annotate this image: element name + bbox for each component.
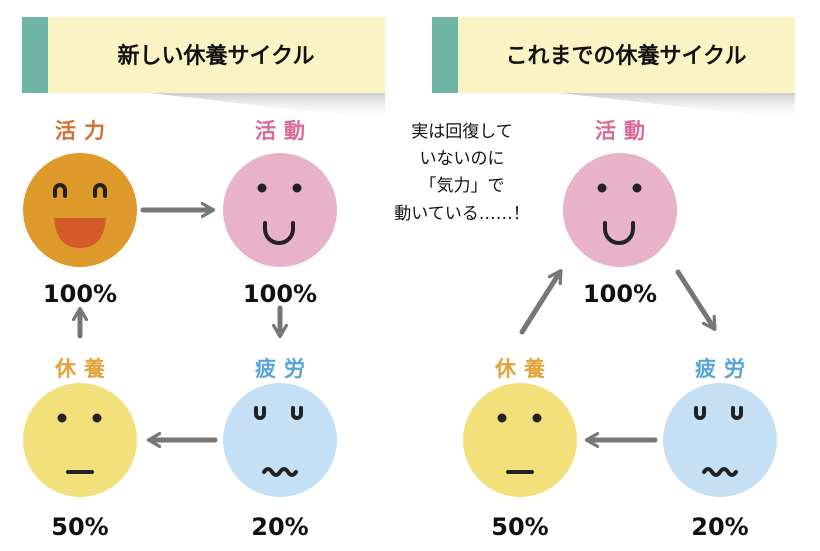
node-label: 活力 <box>55 119 113 143</box>
header-shadow <box>560 93 795 120</box>
right-header: これまでの休養サイクル <box>432 17 795 120</box>
node-percent: 100% <box>243 280 317 308</box>
neutral-face-icon <box>463 383 577 497</box>
note-line: 動いている……！ <box>394 204 530 224</box>
right-fatigue-node: 疲労 20% <box>663 357 777 541</box>
header-accent <box>432 17 458 93</box>
smile-face-icon <box>223 153 337 267</box>
tired-face-icon <box>663 383 777 497</box>
left-fatigue-node: 疲労 20% <box>223 357 337 541</box>
arrow-down-right-icon <box>675 269 717 331</box>
node-percent: 100% <box>43 280 117 308</box>
left-header: 新しい休養サイクル <box>22 17 385 120</box>
node-label: 疲労 <box>695 357 753 381</box>
left-title: 新しい休養サイクル <box>118 43 315 69</box>
note-line: 「気力」で <box>420 176 505 196</box>
node-label: 活動 <box>595 119 653 143</box>
left-activity-node: 活動 100% <box>223 119 337 308</box>
node-label: 疲労 <box>255 357 313 381</box>
header-shadow <box>150 93 385 120</box>
right-note: 実は回復して いないのに 「気力」で 動いている……！ <box>394 122 530 224</box>
big-smile-face-icon <box>23 153 137 267</box>
note-line: いないのに <box>420 149 505 169</box>
left-rest-node: 休養 50% <box>23 357 137 541</box>
right-rest-node: 休養 50% <box>463 357 577 541</box>
node-percent: 50% <box>51 513 108 541</box>
right-title: これまでの休養サイクル <box>506 43 747 69</box>
left-vitality-node: 活力 100% <box>23 119 137 308</box>
tired-face-icon <box>223 383 337 497</box>
neutral-face-icon <box>23 383 137 497</box>
header-accent <box>22 17 48 93</box>
header-bg <box>432 17 795 93</box>
note-line: 実は回復して <box>411 122 513 142</box>
node-label: 休養 <box>494 357 553 381</box>
node-percent: 20% <box>251 513 308 541</box>
arrow-up-right-icon <box>519 269 563 335</box>
smile-face-icon <box>563 153 677 267</box>
node-percent: 50% <box>491 513 548 541</box>
node-label: 活動 <box>255 119 313 143</box>
node-percent: 100% <box>583 280 657 308</box>
node-label: 休養 <box>54 357 113 381</box>
header-bg <box>22 17 385 93</box>
node-percent: 20% <box>691 513 748 541</box>
right-activity-node: 活動 100% <box>563 119 677 308</box>
